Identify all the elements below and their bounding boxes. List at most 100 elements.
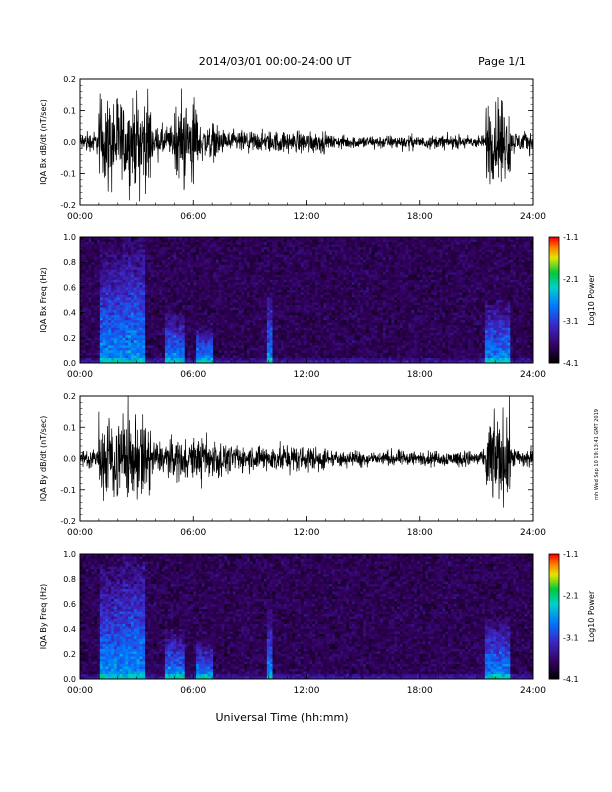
spectrogram-cell — [258, 289, 262, 293]
spectrogram-cell — [252, 330, 256, 334]
spectrogram-cell — [147, 345, 152, 349]
spectrogram-cell — [85, 259, 89, 263]
spectrogram-cell — [187, 264, 191, 268]
spectrogram-cell — [173, 249, 177, 253]
spectrogram-cell — [94, 340, 98, 344]
spectrogram-cell — [235, 252, 239, 256]
spectrogram-cell — [264, 282, 268, 286]
x-tick-label: 12:00 — [294, 212, 320, 222]
spectrogram-cell — [303, 257, 307, 261]
spectrogram-cell — [331, 262, 336, 266]
spectrogram-cell — [289, 300, 293, 303]
spectrogram-cell — [303, 355, 307, 359]
spectrogram-cell — [354, 252, 358, 256]
spectrogram-cell — [323, 322, 327, 326]
spectrogram-cell — [125, 267, 129, 271]
spectrogram-cell — [244, 337, 248, 341]
spectrogram-cell — [159, 279, 163, 283]
spectrogram-cell — [320, 294, 324, 298]
spectrogram-cell — [128, 287, 132, 291]
spectrogram-cell — [235, 279, 239, 283]
spectrogram-cell — [207, 337, 211, 341]
spectrogram-cell — [230, 244, 234, 248]
spectrogram-cell — [334, 320, 339, 324]
spectrogram-cell — [153, 284, 157, 288]
spectrogram-cell — [309, 264, 313, 268]
spectrogram-cell — [88, 345, 92, 349]
spectrogram-cell — [130, 345, 135, 349]
spectrogram-cell — [213, 272, 217, 276]
spectrogram-cell — [156, 300, 160, 303]
spectrogram-cell — [235, 254, 239, 258]
spectrogram-cell — [184, 325, 188, 329]
spectrogram-cell — [99, 310, 104, 313]
spectrogram-cell — [295, 254, 299, 258]
spectrogram-cell — [303, 342, 307, 346]
spectrogram-cell — [173, 347, 177, 351]
spectrogram-cell — [190, 264, 194, 268]
spectrogram-cell — [215, 342, 220, 346]
spectrogram-cell — [221, 267, 225, 271]
spectrogram-cell — [142, 347, 146, 351]
spectrogram-cell — [343, 332, 347, 336]
spectrogram-cell — [264, 237, 268, 240]
spectrogram-cell — [306, 342, 310, 346]
spectrogram-cell — [272, 300, 276, 303]
spectrogram-cell — [320, 259, 324, 263]
spectrogram-cell — [343, 282, 347, 286]
spectrogram-cell — [286, 302, 290, 306]
spectrogram-cell — [261, 302, 265, 306]
spectrogram-cell — [272, 330, 276, 334]
spectrogram-cell — [314, 357, 319, 361]
spectrogram-cell — [91, 355, 95, 359]
spectrogram-cell — [241, 332, 245, 336]
spectrogram-cell — [255, 300, 259, 303]
spectrogram-cell — [306, 300, 310, 303]
spectrogram-cell — [331, 352, 336, 356]
spectrogram-cell — [130, 335, 135, 339]
spectrogram-cell — [215, 254, 220, 258]
spectrogram-cell — [283, 297, 288, 301]
spectrogram-cell — [133, 277, 138, 281]
spectrogram-cell — [125, 247, 129, 250]
spectrogram-cell — [320, 289, 324, 293]
spectrogram-cell — [198, 277, 203, 281]
spectrogram-cell — [303, 244, 307, 248]
spectrogram-cell — [334, 257, 339, 261]
spectrogram-cell — [80, 307, 84, 311]
spectrogram-cell — [156, 297, 160, 301]
spectrogram-cell — [187, 352, 191, 356]
spectrogram-cell — [314, 305, 319, 308]
spectrogram-cell — [181, 342, 186, 346]
spectrogram-cell — [258, 310, 262, 313]
spectrogram-cell — [153, 277, 157, 281]
spectrogram-cell — [218, 287, 222, 291]
spectrogram-cell — [116, 320, 121, 324]
spectrogram-cell — [266, 274, 271, 278]
spectrogram-cell — [170, 347, 174, 351]
spectrogram-cell — [207, 249, 211, 253]
spectrogram-cell — [275, 345, 279, 349]
spectrogram-cell — [94, 269, 98, 273]
spectrogram-cell — [354, 307, 358, 311]
spectrogram-cell — [249, 257, 254, 261]
spectrogram-cell — [244, 279, 248, 283]
spectrogram-cell — [317, 277, 322, 281]
spectrogram-cell — [329, 267, 333, 271]
spectrogram-cell — [312, 294, 316, 298]
spectrogram-cell — [116, 297, 121, 301]
spectrogram-cell — [159, 242, 163, 245]
spectrogram-cell — [255, 267, 259, 271]
spectrogram-cell — [295, 315, 299, 319]
spectrogram-cell — [340, 317, 344, 321]
spectrogram-cell — [303, 277, 307, 281]
spectrogram-cell — [348, 320, 353, 324]
spectrogram-cell — [334, 237, 339, 240]
spectrogram-cell — [249, 340, 254, 344]
spectrogram-cell — [227, 322, 231, 326]
spectrogram-cell — [323, 317, 327, 321]
spectrogram-cell — [266, 259, 271, 263]
spectrogram-cell — [162, 259, 166, 263]
spectrogram-cell — [283, 317, 288, 321]
spectrogram-cell — [334, 310, 339, 313]
